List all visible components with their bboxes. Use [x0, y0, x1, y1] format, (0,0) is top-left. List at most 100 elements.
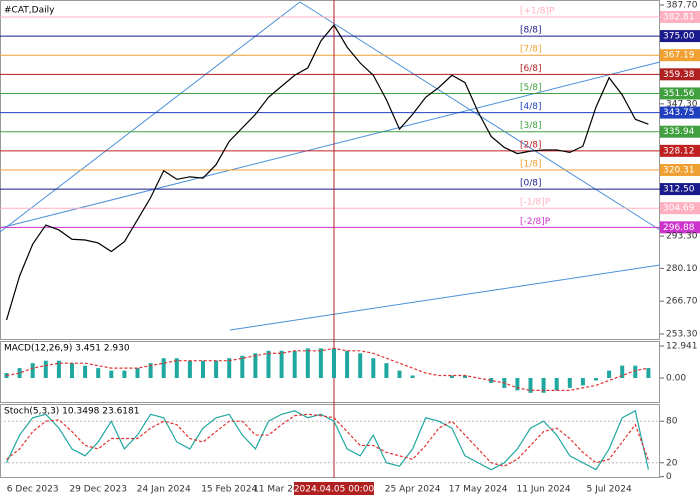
- level-label: [6/8]: [520, 64, 542, 74]
- macd-bar: [567, 378, 572, 388]
- level-label: [5/8]: [520, 83, 542, 93]
- level-price-box: [660, 221, 700, 234]
- crosshair-date-box: [294, 482, 374, 495]
- y-tick-label: 280.10: [666, 264, 698, 274]
- level-label: [1/8]: [520, 159, 542, 169]
- macd-bar: [633, 365, 638, 379]
- level-price-box: [660, 163, 700, 176]
- y-tick-label: 253.30: [666, 330, 698, 340]
- level-price-box: [660, 10, 700, 23]
- macd-bar: [279, 350, 284, 379]
- macd-bar: [620, 365, 625, 379]
- y-tick-label: 293.30: [666, 232, 698, 242]
- y-tick-label: 387.70: [666, 0, 698, 10]
- macd-bar: [43, 360, 48, 379]
- macd-bar: [292, 350, 297, 379]
- level-price-box: [660, 87, 700, 100]
- macd-bar: [580, 378, 585, 386]
- macd-bar: [174, 358, 179, 379]
- trend-line: [229, 264, 661, 331]
- y-tick-label: 0: [666, 472, 672, 482]
- level-label: [-1/8]P: [520, 198, 551, 208]
- level-label: [+1/8]P: [520, 6, 555, 16]
- level-price-box: [660, 30, 700, 43]
- macd-bar: [463, 375, 467, 379]
- x-tick-label: 11 Jun 2024: [517, 485, 571, 495]
- level-price: 359.38: [663, 70, 695, 80]
- chart-title: #CAT,Daily: [4, 6, 55, 16]
- level-label: [7/8]: [520, 45, 542, 55]
- x-tick-label: 24 Jan 2024: [137, 485, 191, 495]
- macd-bar: [240, 355, 245, 379]
- stoch-title: Stoch(5,3,3) 10.3498 23.6181: [4, 407, 139, 417]
- level-price: 375.00: [663, 32, 695, 42]
- macd-bar: [371, 358, 376, 379]
- macd-bar: [410, 375, 415, 379]
- macd-title: MACD(12,26,9) 3.451 2.930: [4, 344, 130, 354]
- level-price: 351.56: [663, 89, 695, 99]
- level-label: [2/8]: [520, 140, 542, 150]
- level-price-box: [660, 202, 700, 215]
- macd-bar: [332, 348, 336, 379]
- macd-bar: [384, 363, 389, 379]
- stoch-panel: [0, 404, 660, 478]
- macd-bar: [528, 378, 533, 393]
- y-tick-label: 20: [666, 458, 678, 468]
- macd-bar: [30, 363, 35, 379]
- level-price-box: [660, 144, 700, 157]
- trend-line: [0, 1, 301, 233]
- level-label: [-2/8]P: [520, 217, 551, 227]
- x-tick-label: 5 Jul 2024: [586, 485, 631, 495]
- level-price-box: [660, 106, 700, 119]
- level-price-box: [660, 125, 700, 138]
- x-tick-label: 6 Dec 2023: [7, 485, 59, 495]
- level-price: 382.81: [663, 12, 695, 22]
- y-tick-label: 347.30: [666, 99, 698, 109]
- macd-bar: [358, 353, 363, 379]
- level-price: 335.94: [663, 127, 695, 137]
- macd-bar: [17, 368, 22, 379]
- stoch-signal: [6, 413, 649, 467]
- level-price: 343.75: [663, 108, 695, 118]
- x-tick-label: 15 Feb 2024: [201, 485, 257, 495]
- trend-line: [0, 61, 661, 229]
- macd-bar: [187, 360, 192, 379]
- macd-bar: [554, 378, 559, 391]
- level-label: [0/8]: [520, 179, 542, 189]
- macd-bar: [515, 378, 520, 391]
- level-price: 312.50: [663, 185, 695, 195]
- x-tick-label: 17 May 2024: [449, 485, 508, 495]
- level-price: 304.69: [663, 204, 695, 214]
- macd-bar: [594, 378, 598, 381]
- macd-bar: [607, 370, 612, 379]
- level-price: 320.31: [663, 165, 695, 175]
- x-tick-label: 2024.04.05 00:00: [294, 485, 375, 495]
- level-price: 296.88: [663, 223, 695, 233]
- level-label: [8/8]: [520, 26, 542, 36]
- level-price: 328.12: [663, 146, 695, 156]
- macd-bar: [305, 348, 310, 379]
- macd-bar: [489, 378, 494, 383]
- macd-bar: [56, 360, 61, 379]
- y-tick-label: 80: [666, 417, 678, 427]
- macd-bar: [214, 360, 219, 379]
- macd-bar: [397, 370, 402, 379]
- x-tick-label: 11 Mar 2024: [253, 485, 310, 495]
- macd-bar: [148, 363, 153, 379]
- macd-bar: [161, 358, 166, 379]
- y-tick-label: 12.941: [666, 342, 698, 352]
- macd-bar: [70, 363, 74, 379]
- macd-bar: [253, 353, 258, 379]
- macd-bar: [449, 375, 454, 379]
- macd-panel: [0, 341, 660, 403]
- level-label: [3/8]: [520, 121, 542, 131]
- macd-bar: [266, 350, 271, 379]
- y-tick-label: 266.70: [666, 297, 698, 307]
- macd-bar: [541, 378, 546, 393]
- macd-bar: [122, 370, 127, 379]
- macd-bar: [318, 348, 323, 379]
- macd-bar: [345, 350, 350, 379]
- macd-bar: [96, 368, 101, 379]
- stoch-main: [5, 409, 649, 471]
